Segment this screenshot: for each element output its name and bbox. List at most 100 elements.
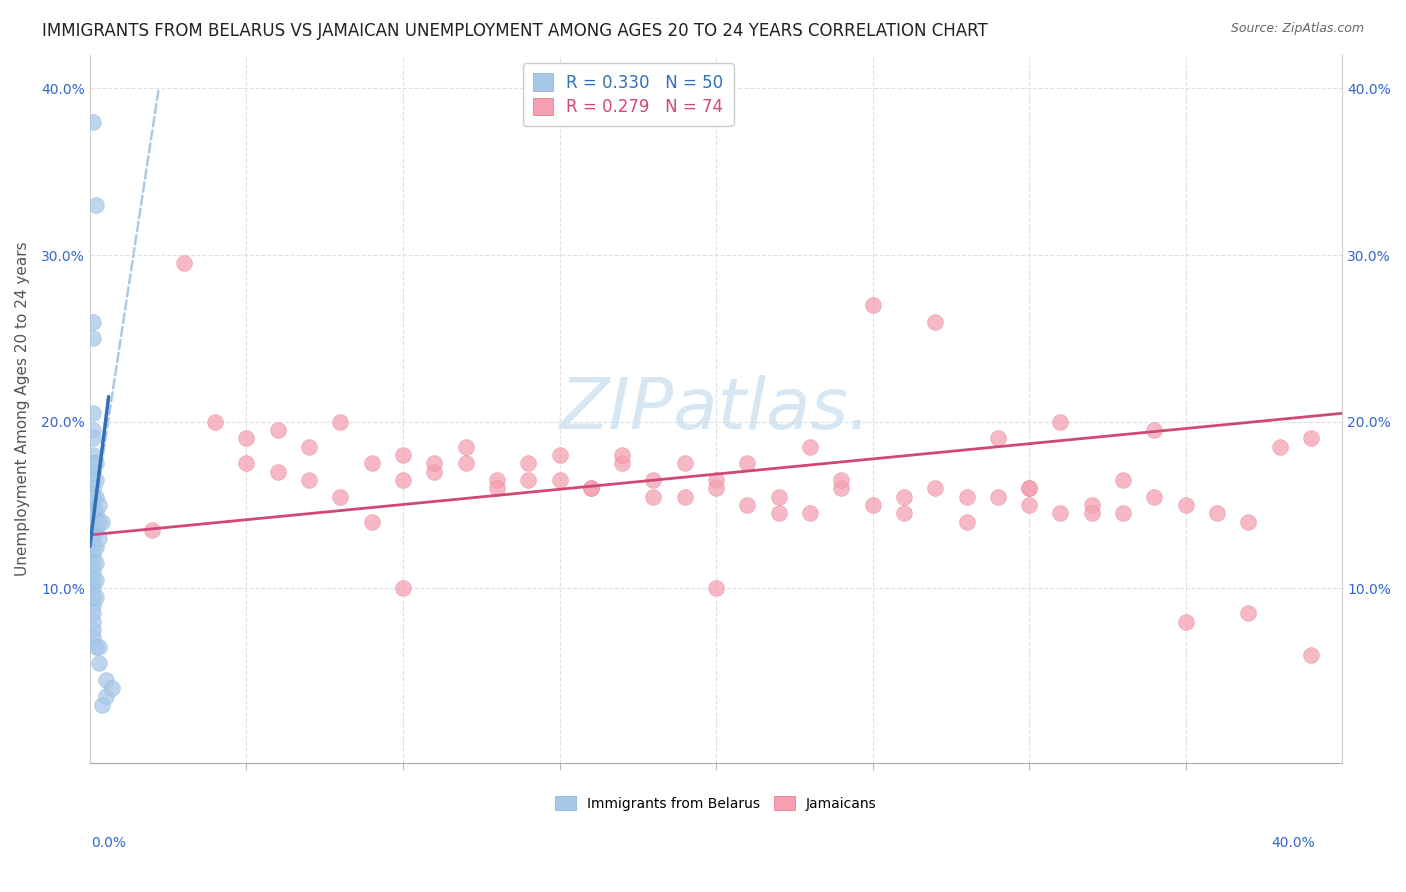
- Point: [1299, 431, 1322, 445]
- Point: [82, 573, 104, 587]
- Point: [485, 481, 508, 495]
- Point: [704, 581, 727, 595]
- Point: [84, 456, 107, 470]
- Point: [1018, 481, 1040, 495]
- Point: [84, 523, 107, 537]
- Point: [737, 498, 759, 512]
- Point: [768, 506, 790, 520]
- Point: [329, 490, 352, 504]
- Point: [893, 506, 915, 520]
- Point: [610, 448, 633, 462]
- Point: [82, 598, 104, 612]
- Point: [235, 431, 257, 445]
- Point: [82, 448, 104, 462]
- Point: [1143, 423, 1166, 437]
- Point: [924, 481, 946, 495]
- Point: [94, 690, 117, 704]
- Point: [610, 456, 633, 470]
- Point: [423, 456, 446, 470]
- Point: [82, 473, 104, 487]
- Point: [987, 490, 1010, 504]
- Point: [1174, 498, 1197, 512]
- Point: [82, 515, 104, 529]
- Point: [548, 448, 571, 462]
- Point: [1112, 506, 1135, 520]
- Point: [89, 656, 111, 670]
- Point: [89, 515, 111, 529]
- Point: [360, 515, 382, 529]
- Point: [84, 556, 107, 570]
- Point: [82, 540, 104, 554]
- Point: [82, 606, 104, 620]
- Point: [643, 473, 665, 487]
- Point: [82, 431, 104, 445]
- Text: 40.0%: 40.0%: [1271, 836, 1315, 850]
- Point: [91, 515, 114, 529]
- Point: [579, 481, 602, 495]
- Point: [84, 506, 107, 520]
- Point: [454, 456, 477, 470]
- Legend: Immigrants from Belarus, Jamaicans: Immigrants from Belarus, Jamaicans: [550, 790, 883, 816]
- Point: [173, 256, 195, 270]
- Point: [89, 640, 111, 654]
- Point: [82, 615, 104, 629]
- Point: [91, 698, 114, 712]
- Point: [82, 506, 104, 520]
- Point: [298, 440, 321, 454]
- Point: [82, 423, 104, 437]
- Point: [82, 631, 104, 645]
- Point: [100, 681, 122, 695]
- Point: [454, 440, 477, 454]
- Point: [1112, 473, 1135, 487]
- Point: [548, 473, 571, 487]
- Point: [392, 448, 415, 462]
- Point: [298, 473, 321, 487]
- Point: [94, 673, 117, 687]
- Point: [1018, 498, 1040, 512]
- Point: [84, 573, 107, 587]
- Point: [643, 490, 665, 504]
- Point: [82, 115, 104, 129]
- Point: [1237, 606, 1260, 620]
- Point: [82, 465, 104, 479]
- Point: [955, 515, 977, 529]
- Text: 0.0%: 0.0%: [91, 836, 127, 850]
- Point: [704, 473, 727, 487]
- Point: [862, 498, 884, 512]
- Point: [82, 590, 104, 604]
- Point: [1206, 506, 1229, 520]
- Point: [82, 523, 104, 537]
- Point: [1299, 648, 1322, 662]
- Point: [84, 473, 107, 487]
- Point: [141, 523, 163, 537]
- Text: ZIPatlas.: ZIPatlas.: [560, 375, 872, 443]
- Point: [1081, 498, 1104, 512]
- Point: [1143, 490, 1166, 504]
- Point: [392, 473, 415, 487]
- Point: [82, 498, 104, 512]
- Point: [82, 490, 104, 504]
- Point: [799, 506, 821, 520]
- Point: [1174, 615, 1197, 629]
- Point: [82, 581, 104, 595]
- Point: [862, 298, 884, 312]
- Point: [704, 481, 727, 495]
- Point: [267, 423, 290, 437]
- Point: [1018, 481, 1040, 495]
- Point: [82, 481, 104, 495]
- Point: [987, 431, 1010, 445]
- Point: [955, 490, 977, 504]
- Point: [204, 415, 226, 429]
- Point: [423, 465, 446, 479]
- Point: [1049, 506, 1071, 520]
- Point: [1081, 506, 1104, 520]
- Point: [82, 315, 104, 329]
- Point: [82, 406, 104, 420]
- Point: [82, 565, 104, 579]
- Point: [1237, 515, 1260, 529]
- Point: [485, 473, 508, 487]
- Point: [82, 548, 104, 562]
- Text: IMMIGRANTS FROM BELARUS VS JAMAICAN UNEMPLOYMENT AMONG AGES 20 TO 24 YEARS CORRE: IMMIGRANTS FROM BELARUS VS JAMAICAN UNEM…: [42, 22, 988, 40]
- Point: [799, 440, 821, 454]
- Point: [830, 481, 852, 495]
